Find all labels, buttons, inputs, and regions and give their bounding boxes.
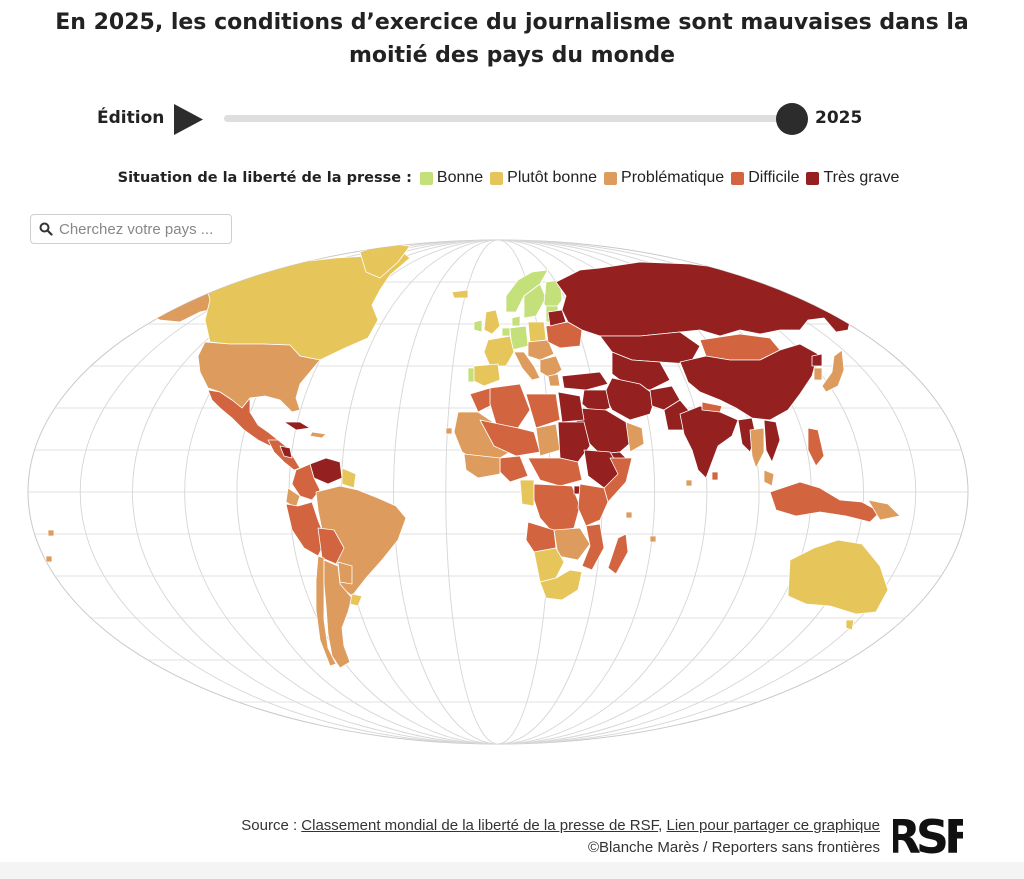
country-madagascar[interactable] — [607, 533, 629, 575]
country-egypt[interactable] — [557, 391, 585, 423]
country-pacific-island-1[interactable] — [47, 529, 55, 537]
legend-label: Problématique — [621, 169, 725, 186]
svg-text:RSF: RSF — [893, 810, 963, 859]
legend-item-difficile[interactable]: Difficile — [731, 169, 799, 187]
country-seychelles[interactable] — [625, 511, 633, 519]
edition-slider-track[interactable] — [224, 115, 794, 122]
edition-year-value: 2025 — [815, 108, 863, 128]
country-france[interactable] — [483, 335, 515, 367]
country-nepal[interactable] — [701, 401, 723, 413]
country-pacific-island-2[interactable] — [45, 555, 53, 563]
country-poland[interactable] — [527, 321, 547, 343]
country-denmark[interactable] — [511, 315, 521, 327]
legend-item-problematique[interactable]: Problématique — [604, 169, 724, 187]
country-usa[interactable] — [197, 341, 321, 413]
country-vietnam[interactable] — [763, 419, 781, 463]
country-china[interactable] — [679, 343, 819, 421]
country-nicaragua[interactable] — [279, 445, 293, 459]
country-maldives[interactable] — [685, 479, 693, 487]
search-input[interactable] — [59, 220, 219, 238]
country-netherlands[interactable] — [501, 327, 511, 337]
credit-line: ©Blanche Marès / Reporters sans frontièr… — [587, 839, 880, 856]
country-cameroon-gabon[interactable] — [519, 479, 535, 507]
country-gulf-of-guinea[interactable] — [463, 453, 501, 479]
country-mozambique[interactable] — [581, 523, 605, 571]
country-belarus[interactable] — [547, 309, 567, 327]
country-cape-verde[interactable] — [445, 427, 453, 435]
country-sweden[interactable] — [523, 283, 547, 319]
world-map — [27, 239, 969, 745]
country-south-korea[interactable] — [813, 367, 823, 381]
source-line: Source : Classement mondial de la libert… — [241, 817, 880, 834]
country-philippines[interactable] — [807, 427, 825, 467]
legend-swatch — [490, 171, 504, 185]
legend-label: Très grave — [823, 169, 900, 186]
legend-swatch — [806, 171, 820, 185]
legend-swatch — [604, 171, 618, 185]
country-tasmania[interactable] — [845, 619, 855, 631]
source-prefix: Source : — [241, 817, 302, 834]
source-link[interactable]: Classement mondial de la liberté de la p… — [301, 817, 659, 834]
country-sri-lanka[interactable] — [711, 471, 719, 481]
country-paraguay[interactable] — [337, 561, 353, 585]
country-italy[interactable] — [513, 351, 541, 381]
country-guyanas[interactable] — [341, 467, 357, 489]
country-north-korea[interactable] — [811, 353, 823, 367]
rsf-logo: RSF — [893, 810, 963, 859]
search-box[interactable] — [30, 214, 232, 244]
country-turkey[interactable] — [561, 371, 609, 391]
country-iceland[interactable] — [451, 289, 469, 299]
country-argentina[interactable] — [323, 559, 353, 669]
country-comoros[interactable] — [649, 535, 657, 543]
share-link[interactable]: Lien pour partager ce graphique — [666, 817, 881, 834]
play-icon[interactable] — [172, 103, 204, 136]
country-thailand[interactable] — [749, 427, 765, 469]
country-portugal[interactable] — [467, 367, 475, 383]
bottom-band — [0, 862, 1024, 879]
country-papua-new-guinea[interactable] — [867, 499, 901, 521]
search-icon — [39, 222, 53, 236]
country-chad[interactable] — [535, 423, 561, 457]
country-sudan[interactable] — [557, 421, 591, 463]
country-russia-chukotka[interactable] — [141, 283, 159, 297]
country-namibia-botswana[interactable] — [533, 547, 565, 583]
country-bolivia[interactable] — [317, 527, 345, 565]
country-central-europe[interactable] — [527, 339, 555, 361]
country-mexico[interactable] — [207, 389, 279, 447]
country-caribbean[interactable] — [309, 431, 327, 439]
country-central-asia[interactable] — [611, 351, 671, 391]
country-uruguay[interactable] — [349, 593, 363, 607]
legend-label: Difficile — [748, 169, 800, 186]
legend-label: Bonne — [436, 169, 484, 186]
edition-slider-thumb[interactable] — [776, 103, 808, 135]
country-central-africa[interactable] — [527, 457, 583, 487]
country-cuba[interactable] — [283, 421, 311, 431]
country-japan[interactable] — [821, 349, 845, 393]
country-uk[interactable] — [483, 309, 501, 335]
legend-title: Situation de la liberté de la presse : — [117, 170, 412, 186]
legend-item-plutot-bonne[interactable]: Plutôt bonne — [490, 169, 597, 187]
legend-swatch — [731, 171, 745, 185]
country-south-africa[interactable] — [539, 569, 583, 601]
legend-item-bonne[interactable]: Bonne — [419, 169, 484, 187]
legend: Situation de la liberté de la presse : B… — [0, 169, 1024, 187]
legend-swatch — [419, 171, 433, 185]
country-australia[interactable] — [787, 539, 889, 615]
country-oman[interactable] — [625, 421, 645, 453]
country-east-africa[interactable] — [577, 483, 609, 527]
country-greece[interactable] — [547, 373, 561, 387]
country-malaysia[interactable] — [763, 469, 775, 487]
legend-item-tres-grave[interactable]: Très grave — [806, 169, 899, 187]
country-ireland[interactable] — [473, 319, 483, 333]
country-indonesia[interactable] — [769, 481, 881, 523]
country-libya[interactable] — [525, 393, 561, 429]
legend-label: Plutôt bonne — [507, 169, 598, 186]
chart-title: En 2025, les conditions d’exercice du jo… — [55, 10, 969, 68]
source-separator: , — [658, 817, 667, 834]
edition-label: Édition — [97, 108, 165, 128]
